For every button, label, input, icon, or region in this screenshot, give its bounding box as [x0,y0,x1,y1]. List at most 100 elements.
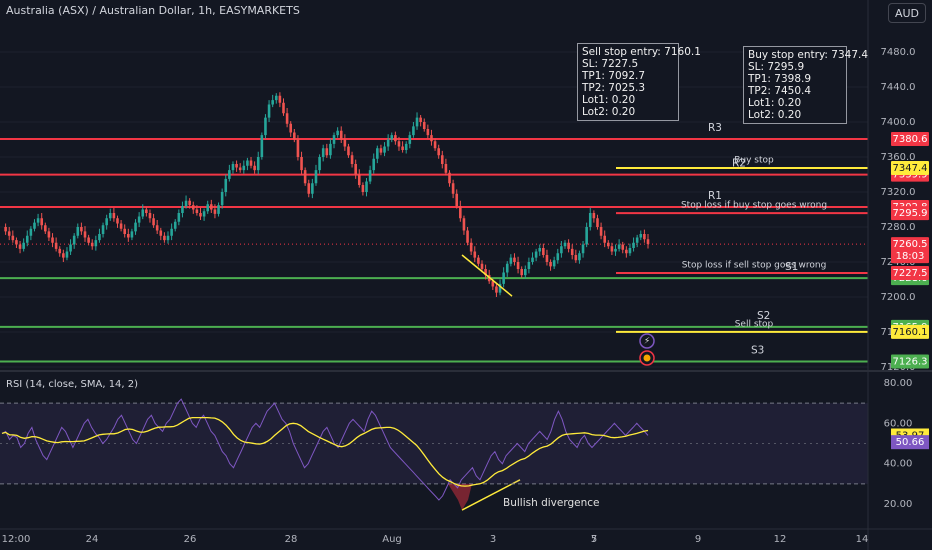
candle-body [141,209,145,217]
sell-setup-box: Sell stop entry: 7160.1 SL: 7227.5 TP1: … [577,43,701,121]
trendlines[interactable] [461,254,521,511]
candle-body [184,200,188,206]
candle-body [325,148,329,156]
candle-body [54,242,58,249]
candle-body [531,257,534,262]
candle-body [303,170,307,184]
time-tick-label: Aug [382,534,402,545]
candle-body [491,281,495,287]
candle-body [101,225,105,234]
candle-body [347,146,350,156]
candle-body [62,253,65,258]
candle-body [22,242,25,249]
price-trendline[interactable] [461,254,513,297]
candle-body [581,244,585,254]
time-axis[interactable]: 12:00 24 26 28 Aug 3 57 9 12 14 [2,534,869,545]
candle-body [556,253,560,261]
candle-body [108,213,112,219]
rsi-trendline[interactable] [461,479,521,511]
candle-body [635,237,639,243]
candle-body [4,227,7,232]
candle-body [170,228,173,236]
rsi-indicator-label[interactable]: RSI (14, close, SMA, 14, 2) [6,379,139,390]
candle-body [336,130,339,136]
candle-body [282,102,285,114]
buy-lot1: Lot1: 0.20 [748,97,802,109]
sell-sl: SL: 7227.5 [582,58,639,70]
candle-body [296,139,300,157]
candle-body [80,227,83,232]
candle-body [155,225,159,231]
candle-body [25,235,29,243]
candle-body [372,158,376,171]
symbol-title[interactable]: Australia (ASX) / Australian Dollar, 1h,… [6,4,300,17]
signal-markers[interactable]: ⚡ [639,333,655,366]
buy-tp2: TP2: 7450.4 [748,85,812,97]
candle-body [610,246,614,252]
price-pane[interactable] [0,0,868,370]
candle-body [83,231,87,238]
order-tag-label: 7347.4 [893,163,928,174]
candle-body [455,193,459,206]
currency-button[interactable]: AUD [888,3,926,23]
price-axis-tags: 7380.67339.97302.87221.67165.97126.37347… [891,131,929,369]
candle-body [466,230,469,243]
candle-body [643,234,646,240]
order-tag-label: 7295.9 [893,208,928,219]
candle-body [98,234,101,241]
candle-body [293,132,296,140]
candle-body [278,95,282,103]
candle-body [422,122,426,129]
lightning-icon[interactable] [639,333,655,349]
candle-body [588,213,592,227]
level-tag-label: 7126.3 [893,356,928,367]
candle-body [339,130,343,140]
candle-body [228,170,231,179]
candle-body [361,185,365,192]
order-tag-label: 7160.1 [893,327,928,338]
time-tick-label: 7 [591,534,597,545]
candle-body [444,164,448,173]
candle-body [307,183,311,194]
candle-body [224,178,228,192]
candle-body [137,216,141,223]
candle-body [592,213,596,219]
candle-body [159,230,163,236]
order-label: Buy stop [734,156,774,166]
candle-body [40,218,43,226]
sell-entry: Sell stop entry: 7160.1 [582,46,701,58]
candle-body [498,283,502,293]
candle-body [570,248,574,255]
candle-body [534,251,538,258]
candle-body [271,100,274,105]
candle-body [542,248,545,255]
candle-body [350,155,354,164]
support-resistance-levels[interactable]: R3 R2 R1 S1 S2 S3 Buy stop Stop loss if buy sto… [0,122,868,363]
order-label: Stop loss if buy stop goes wrong [681,201,827,211]
candle-body [332,135,336,144]
candle-body [33,222,36,229]
candle-body [267,104,271,118]
candle-body [260,135,264,157]
time-tick-label: 3 [490,534,496,545]
candle-body [72,235,76,245]
candle-body [166,235,170,241]
candle-body [123,228,127,234]
candle-body [523,269,527,276]
candle-body [412,126,415,136]
candle-body [177,213,181,222]
rsi-ma-line [1,416,649,487]
price-tick-label: 7200.0 [881,292,916,303]
candle-body [217,205,220,214]
candle-body [567,242,570,249]
candle-body [94,240,98,247]
candle-body [36,218,40,223]
candle-body [210,204,213,210]
candle-body [419,117,422,122]
candle-body [246,160,249,166]
price-tick-label: 7400.0 [881,117,916,128]
candle-body [163,235,166,241]
price-tick-label: 7440.0 [881,82,916,93]
